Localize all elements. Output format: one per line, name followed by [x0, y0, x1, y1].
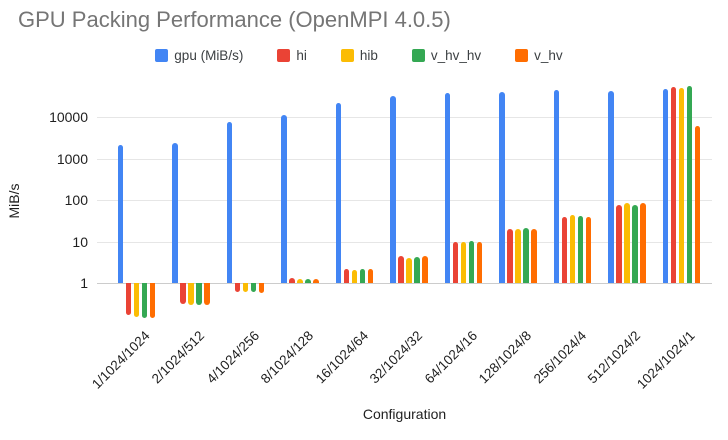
bar-v-hv-hv-16-1024-64: [359, 268, 366, 283]
legend-swatch-v-hv: [515, 49, 529, 62]
bar-gpu-2-1024-512: [172, 142, 178, 283]
legend-swatch-hib: [340, 49, 354, 62]
x-tick-label-1024-1024-1: 1024/1024/1: [634, 328, 699, 392]
bar-hib-1-1024-1024: [133, 283, 140, 318]
legend-item-gpu: gpu (MiB/s): [155, 48, 243, 63]
bar-v-hv-hv-128-1024-8: [523, 228, 529, 283]
y-tick-label-100: 100: [64, 192, 88, 208]
bar-hib-256-1024-4: [569, 215, 576, 283]
gridline-1000: [97, 159, 712, 160]
x-tick-label-512-1024-2: 512/1024/2: [585, 328, 644, 387]
legend-item-v-hv-hv: v_hv_hv: [411, 48, 482, 63]
bar-gpu-256-1024-4: [553, 90, 560, 283]
bar-hi-64-1024-16: [452, 241, 459, 283]
bar-hi-256-1024-4: [561, 217, 568, 283]
bar-gpu-16-1024-64: [335, 102, 342, 283]
bar-v-hv-64-1024-16: [476, 241, 483, 283]
x-tick-label-16-1024-64: 16/1024/64: [312, 328, 372, 387]
bar-hib-2-1024-512: [188, 283, 194, 305]
bar-v-hv-512-1024-2: [640, 203, 646, 283]
bar-v-hv-8-1024-128: [313, 279, 319, 283]
bar-v-hv-hv-512-1024-2: [632, 205, 638, 283]
bar-hi-512-1024-2: [616, 205, 622, 283]
legend-label-hi: hi: [296, 48, 307, 63]
gridline-1: [97, 283, 712, 284]
legend-label-v-hv-hv: v_hv_hv: [430, 48, 482, 63]
legend-item-hib: hib: [340, 48, 378, 63]
x-tick-label-128-1024-8: 128/1024/8: [476, 328, 535, 387]
bar-gpu-128-1024-8: [499, 92, 505, 283]
bar-v-hv-hv-64-1024-16: [468, 240, 475, 283]
bar-gpu-8-1024-128: [281, 114, 287, 283]
bar-v-hv-hv-1-1024-1024: [141, 283, 148, 319]
bar-hi-32-1024-32: [398, 255, 404, 283]
bar-gpu-4-1024-256: [226, 121, 233, 283]
chart-legend: gpu (MiB/s) hi hib v_hv_hv v_hv: [0, 48, 718, 63]
bar-gpu-32-1024-32: [390, 96, 396, 283]
x-tick-label-4-1024-256: 4/1024/256: [203, 328, 263, 387]
bar-v-hv-hv-1024-1024-1: [686, 86, 693, 283]
gridline-10: [97, 242, 712, 243]
bar-hib-8-1024-128: [297, 279, 303, 283]
gridline-10000: [97, 117, 712, 118]
bar-v-hv-2-1024-512: [204, 283, 210, 305]
y-tick-label-1: 1: [80, 275, 88, 291]
bar-gpu-64-1024-16: [444, 92, 451, 283]
bar-v-hv-hv-8-1024-128: [305, 279, 311, 283]
bar-v-hv-4-1024-256: [258, 283, 265, 294]
gridline-100: [97, 200, 712, 201]
bar-hi-16-1024-64: [343, 268, 350, 283]
legend-item-hi: hi: [277, 48, 307, 63]
bar-hi-1024-1024-1: [670, 86, 677, 283]
bar-v-hv-16-1024-64: [367, 268, 374, 283]
bar-v-hv-hv-2-1024-512: [196, 283, 202, 306]
x-tick-label-8-1024-128: 8/1024/128: [258, 328, 317, 387]
bar-hib-32-1024-32: [406, 258, 412, 283]
y-tick-label-1000: 1000: [56, 151, 88, 167]
bar-v-hv-1024-1024-1: [694, 126, 701, 283]
legend-label-hib: hib: [359, 48, 378, 63]
chart-title: GPU Packing Performance (OpenMPI 4.0.5): [18, 7, 451, 32]
x-tick-label-2-1024-512: 2/1024/512: [149, 328, 208, 387]
bar-hib-64-1024-16: [460, 241, 467, 283]
legend-item-v-hv: v_hv: [515, 48, 563, 63]
bar-hi-1-1024-1024: [125, 283, 132, 315]
legend-swatch-hi: [277, 49, 291, 62]
x-tick-label-1-1024-1024: 1/1024/1024: [89, 328, 154, 392]
bar-gpu-1024-1024-1: [662, 89, 669, 283]
y-tick-label-10000: 10000: [49, 109, 88, 125]
bar-hib-1024-1024-1: [678, 88, 685, 283]
x-tick-label-32-1024-32: 32/1024/32: [367, 328, 426, 387]
bar-v-hv-128-1024-8: [531, 229, 537, 283]
bar-v-hv-hv-4-1024-256: [250, 283, 257, 293]
legend-label-v-hv: v_hv: [534, 48, 563, 63]
bar-hi-8-1024-128: [289, 278, 295, 283]
y-tick-label-10: 10: [72, 234, 88, 250]
bar-v-hv-hv-32-1024-32: [414, 257, 420, 283]
bar-v-hv-32-1024-32: [422, 255, 428, 283]
bar-hib-4-1024-256: [242, 283, 249, 293]
bar-gpu-512-1024-2: [608, 91, 614, 283]
legend-swatch-gpu: [155, 49, 169, 62]
bar-v-hv-hv-256-1024-4: [577, 216, 584, 283]
bar-hi-128-1024-8: [507, 229, 513, 283]
x-tick-label-64-1024-16: 64/1024/16: [421, 328, 481, 387]
legend-label-gpu: gpu (MiB/s): [174, 48, 244, 63]
y-axis-title: MiB/s: [6, 183, 22, 219]
bar-hi-2-1024-512: [180, 283, 186, 304]
bar-v-hv-1-1024-1024: [149, 283, 156, 319]
bar-hib-16-1024-64: [351, 269, 358, 283]
legend-swatch-v-hv-hv: [411, 49, 425, 62]
x-tick-label-256-1024-4: 256/1024/4: [530, 328, 590, 387]
bar-v-hv-256-1024-4: [585, 216, 592, 283]
bar-gpu-1-1024-1024: [117, 145, 124, 283]
bar-hib-128-1024-8: [515, 229, 521, 283]
bar-hib-512-1024-2: [624, 203, 630, 283]
bar-hi-4-1024-256: [234, 283, 241, 293]
x-axis-title: Configuration: [362, 406, 447, 422]
